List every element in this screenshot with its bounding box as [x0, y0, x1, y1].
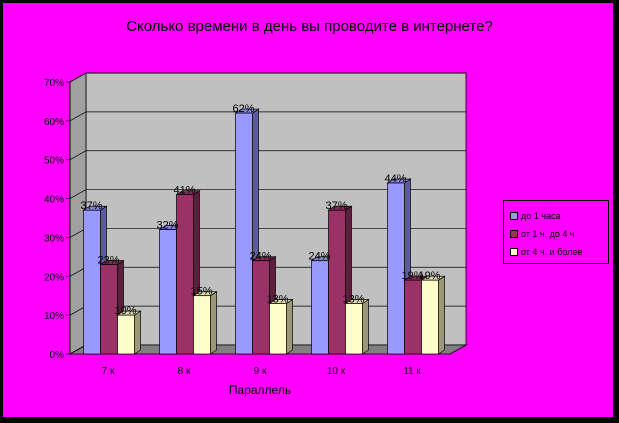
legend-label: от 1 ч. до 4 ч — [521, 229, 575, 239]
legend-item: от 1 ч. до 4 ч — [510, 225, 608, 243]
legend-swatch — [510, 230, 518, 238]
bar — [344, 298, 370, 355]
y-tick-label: 30% — [44, 233, 64, 244]
data-label: 37% — [80, 200, 102, 212]
legend-item: до 1 часа — [510, 207, 608, 225]
gridline — [69, 111, 466, 122]
data-label: 23% — [97, 255, 119, 267]
legend-item: от 4 ч. и более — [510, 243, 608, 261]
data-label: 13% — [342, 293, 364, 305]
bar — [175, 190, 201, 355]
gridline — [69, 72, 466, 83]
x-tick-label: 9 к — [254, 366, 267, 377]
data-label: 19% — [418, 270, 440, 282]
x-tick-label: 7 к — [102, 366, 115, 377]
y-tick-label: 70% — [44, 78, 64, 89]
bar — [192, 291, 218, 355]
y-tick-label: 60% — [44, 117, 64, 128]
gridline — [69, 150, 466, 161]
bar — [420, 275, 446, 355]
legend-label: до 1 часа — [521, 211, 561, 221]
legend-swatch — [510, 248, 518, 256]
bar — [268, 298, 294, 355]
data-label: 24% — [308, 251, 330, 263]
legend-label: от 4 ч. и более — [521, 247, 583, 257]
bar — [82, 205, 108, 355]
data-label: 19% — [401, 270, 423, 282]
data-label: 15% — [190, 286, 212, 298]
x-tick-label: 10 к — [327, 366, 346, 377]
data-label: 32% — [156, 220, 178, 232]
x-tick-label: 8 к — [178, 366, 191, 377]
data-label: 44% — [384, 173, 406, 185]
bar — [386, 178, 412, 355]
y-tick-label: 0% — [50, 350, 65, 361]
data-label: 24% — [249, 251, 271, 263]
data-label: 13% — [266, 293, 288, 305]
y-tick-label: 40% — [44, 195, 64, 206]
y-tick-label: 10% — [44, 311, 64, 322]
bar — [116, 310, 142, 355]
legend: до 1 часа от 1 ч. до 4 ч от 4 ч. и более — [503, 200, 609, 264]
x-axis-label: Параллель — [228, 383, 292, 397]
data-label: 10% — [114, 305, 136, 317]
data-label: 41% — [173, 185, 195, 197]
gridline — [69, 189, 466, 199]
y-tick-label: 20% — [44, 272, 64, 283]
legend-swatch — [510, 212, 518, 220]
chart-title: Сколько времени в день вы проводите в ин… — [126, 18, 493, 35]
data-label: 62% — [232, 103, 254, 115]
data-label: 37% — [325, 200, 347, 212]
y-tick-label: 50% — [44, 156, 64, 167]
x-tick-label: 11 к — [403, 366, 421, 377]
